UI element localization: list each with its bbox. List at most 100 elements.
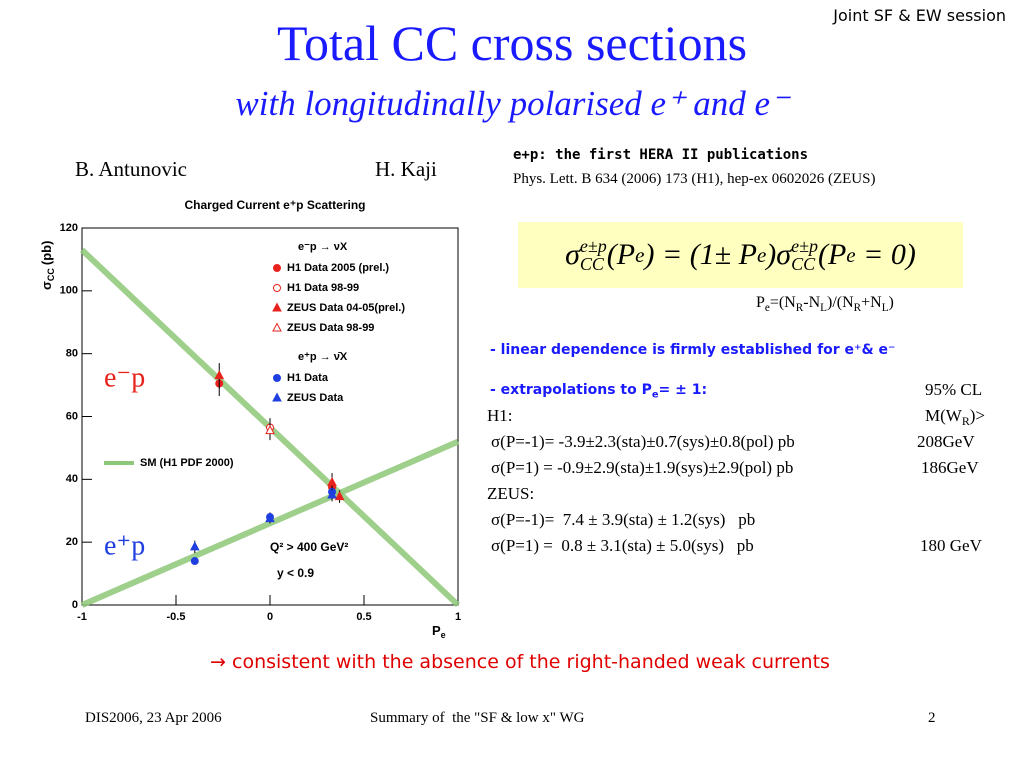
formula: CC xyxy=(579,254,604,274)
pub-reference: Phys. Lett. B 634 (2006) 173 (H1), hep-e… xyxy=(513,171,876,187)
formula: e±p xyxy=(791,236,818,256)
legend-label: SM (H1 PDF 2000) xyxy=(140,457,234,469)
text: e xyxy=(651,389,659,401)
title: Total CC cross sections xyxy=(276,15,748,71)
x-label-sub: e xyxy=(441,630,446,640)
annotation: Q² > 400 GeV² xyxy=(270,540,348,554)
y-tick-label: 20 xyxy=(66,536,78,548)
text: L xyxy=(820,301,827,314)
y-tick-label: 80 xyxy=(66,348,78,360)
legend-marker xyxy=(273,284,281,292)
legend-marker xyxy=(272,302,282,312)
text: R xyxy=(795,301,804,314)
y-tick-label: 100 xyxy=(60,285,78,297)
text: R xyxy=(853,301,862,314)
text: = ± 1: xyxy=(658,382,708,398)
formula: CC xyxy=(791,254,816,274)
result: σ(P=1) = 0.8 ± 3.1(sta) ± 5.0(sys) pb xyxy=(491,536,754,555)
legend-marker xyxy=(272,322,282,332)
marker xyxy=(265,425,275,435)
x-tick-label: -0.5 xyxy=(167,611,186,623)
page-number: 2 xyxy=(928,710,936,726)
legend-group: e⁻p → νX xyxy=(298,241,348,253)
footer: DIS2006, 23 Apr 2006 xyxy=(85,710,222,726)
x-axis-label: Pe xyxy=(432,623,446,640)
x-tick-label: 0.5 xyxy=(356,611,371,623)
text: -N xyxy=(803,294,821,311)
text: =(N xyxy=(769,294,796,311)
conclusion: → consistent with the absence of the rig… xyxy=(210,651,830,673)
legend-label: ZEUS Data xyxy=(287,392,344,404)
legend-marker xyxy=(273,374,281,382)
y-tick-label: 0 xyxy=(72,599,78,611)
y-label-unit: (pb) xyxy=(39,241,54,266)
legend-label: ZEUS Data 04-05(prel.) xyxy=(287,302,405,314)
formula: (P xyxy=(817,238,847,271)
marker xyxy=(189,541,200,551)
legend-label: H1 Data 2005 (prel.) xyxy=(287,262,389,274)
mass: 180 GeV xyxy=(920,536,982,555)
pe-definition: Pe=(NR-NL)/(NR+NL) xyxy=(756,294,894,314)
process-label: e⁺p xyxy=(104,530,145,561)
x-tick-label: 1 xyxy=(455,611,461,623)
session: Joint SF & EW session xyxy=(833,6,1006,25)
author: B. Antunovic xyxy=(75,157,188,181)
pub-heading: e+p: the first HERA II publications xyxy=(513,147,809,163)
legend-label: ZEUS Data 98-99 xyxy=(287,322,374,334)
y-tick-label: 120 xyxy=(60,222,78,234)
bullet: - extrapolations to Pe= ± 1: xyxy=(490,382,707,400)
cl: 95% CL xyxy=(925,380,983,399)
legend-group: e⁺p → ν̄X xyxy=(298,351,348,363)
mass-header: M(WR)> xyxy=(925,406,985,429)
group-name: H1: xyxy=(487,406,513,425)
annotation: y < 0.9 xyxy=(277,566,314,580)
chart-title: Charged Current e⁺p Scattering xyxy=(184,198,365,212)
formula: ) = (1± P xyxy=(644,238,757,271)
text: +N xyxy=(861,294,882,311)
formula: e xyxy=(635,242,645,267)
process-label: e⁻p xyxy=(104,362,145,393)
formula: e xyxy=(846,242,856,267)
text: e xyxy=(764,301,770,314)
formula: (P xyxy=(606,238,636,271)
subtitle: with longitudinally polarised e⁺ and e⁻ xyxy=(235,84,789,123)
text: P xyxy=(756,294,765,311)
mass: 208GeV xyxy=(917,432,975,451)
result: σ(P=-1)= 7.4 ± 3.9(sta) ± 1.2(sys) pb xyxy=(491,510,756,529)
legend-marker xyxy=(273,264,281,272)
marker xyxy=(327,489,337,499)
text: ) xyxy=(888,294,894,311)
result: σ(P=-1)= -3.9±2.3(sta)±0.7(sys)±0.8(pol)… xyxy=(491,432,795,451)
result: σ(P=1) = -0.9±2.9(sta)±1.9(sys)±2.9(pol)… xyxy=(491,458,794,477)
marker xyxy=(327,476,337,486)
y-label-sub: CC xyxy=(46,268,56,281)
chart: Charged Current e⁺p Scattering -1 -0.5 0 0.5… xyxy=(39,198,461,640)
formula: e±p xyxy=(579,236,607,256)
y-axis-label: σCC (pb) xyxy=(39,241,56,290)
formula: e xyxy=(756,242,767,267)
text: - extrapolations to P xyxy=(490,382,652,398)
x-tick-label: 0 xyxy=(267,611,273,623)
author: H. Kaji xyxy=(375,157,437,181)
text: M(W xyxy=(925,406,962,425)
marker xyxy=(334,491,345,501)
group-name: ZEUS: xyxy=(487,484,535,503)
y-tick-label: 40 xyxy=(66,473,78,485)
formula: = 0) xyxy=(855,238,916,271)
x-tick-label: -1 xyxy=(77,611,87,623)
legend-marker xyxy=(272,392,282,402)
text: )/(N xyxy=(826,294,854,311)
text: L xyxy=(881,301,889,314)
bullet: - linear dependence is firmly establishe… xyxy=(490,342,896,358)
mass: 186GeV xyxy=(921,458,979,477)
marker xyxy=(190,557,199,566)
legend-label: H1 Data xyxy=(287,372,329,384)
text: R xyxy=(961,414,970,429)
formula: )σ xyxy=(766,238,792,271)
legend-label: H1 Data 98-99 xyxy=(287,282,359,294)
formula: σ xyxy=(565,238,580,271)
marker xyxy=(214,370,225,380)
text: )> xyxy=(969,406,986,425)
